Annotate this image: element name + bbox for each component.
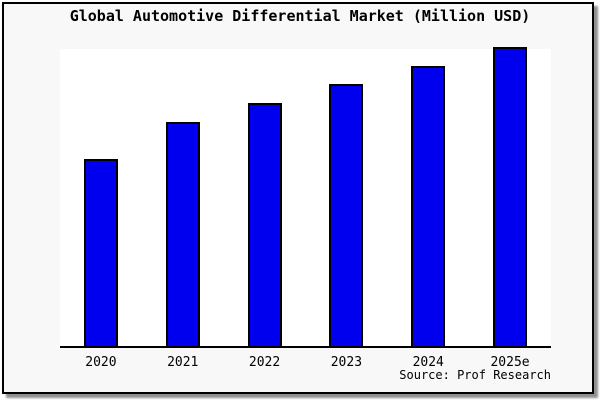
- x-axis-labels: 2020 2021 2022 2023 2024 2025e: [60, 355, 551, 370]
- x-tick-label-2021: 2021: [167, 355, 199, 370]
- x-tick-label-2023: 2023: [330, 355, 363, 370]
- bar-2025e: [493, 47, 528, 346]
- chart-title: Global Automotive Differential Market (M…: [69, 7, 531, 25]
- bar-series: [60, 47, 551, 346]
- source-note: Source: Prof Research: [399, 368, 551, 382]
- bar-2020: [83, 159, 118, 346]
- plot-area: [60, 47, 551, 348]
- x-tick-label-2022: 2022: [248, 355, 281, 370]
- bar-2023: [329, 84, 364, 346]
- x-tick-label-2025e: 2025e: [490, 355, 530, 370]
- bar-2024: [411, 66, 446, 346]
- bar-2021: [165, 122, 200, 346]
- x-tick-label-2020: 2020: [85, 355, 117, 370]
- bar-2022: [247, 103, 282, 346]
- x-tick-label-2024: 2024: [412, 355, 444, 370]
